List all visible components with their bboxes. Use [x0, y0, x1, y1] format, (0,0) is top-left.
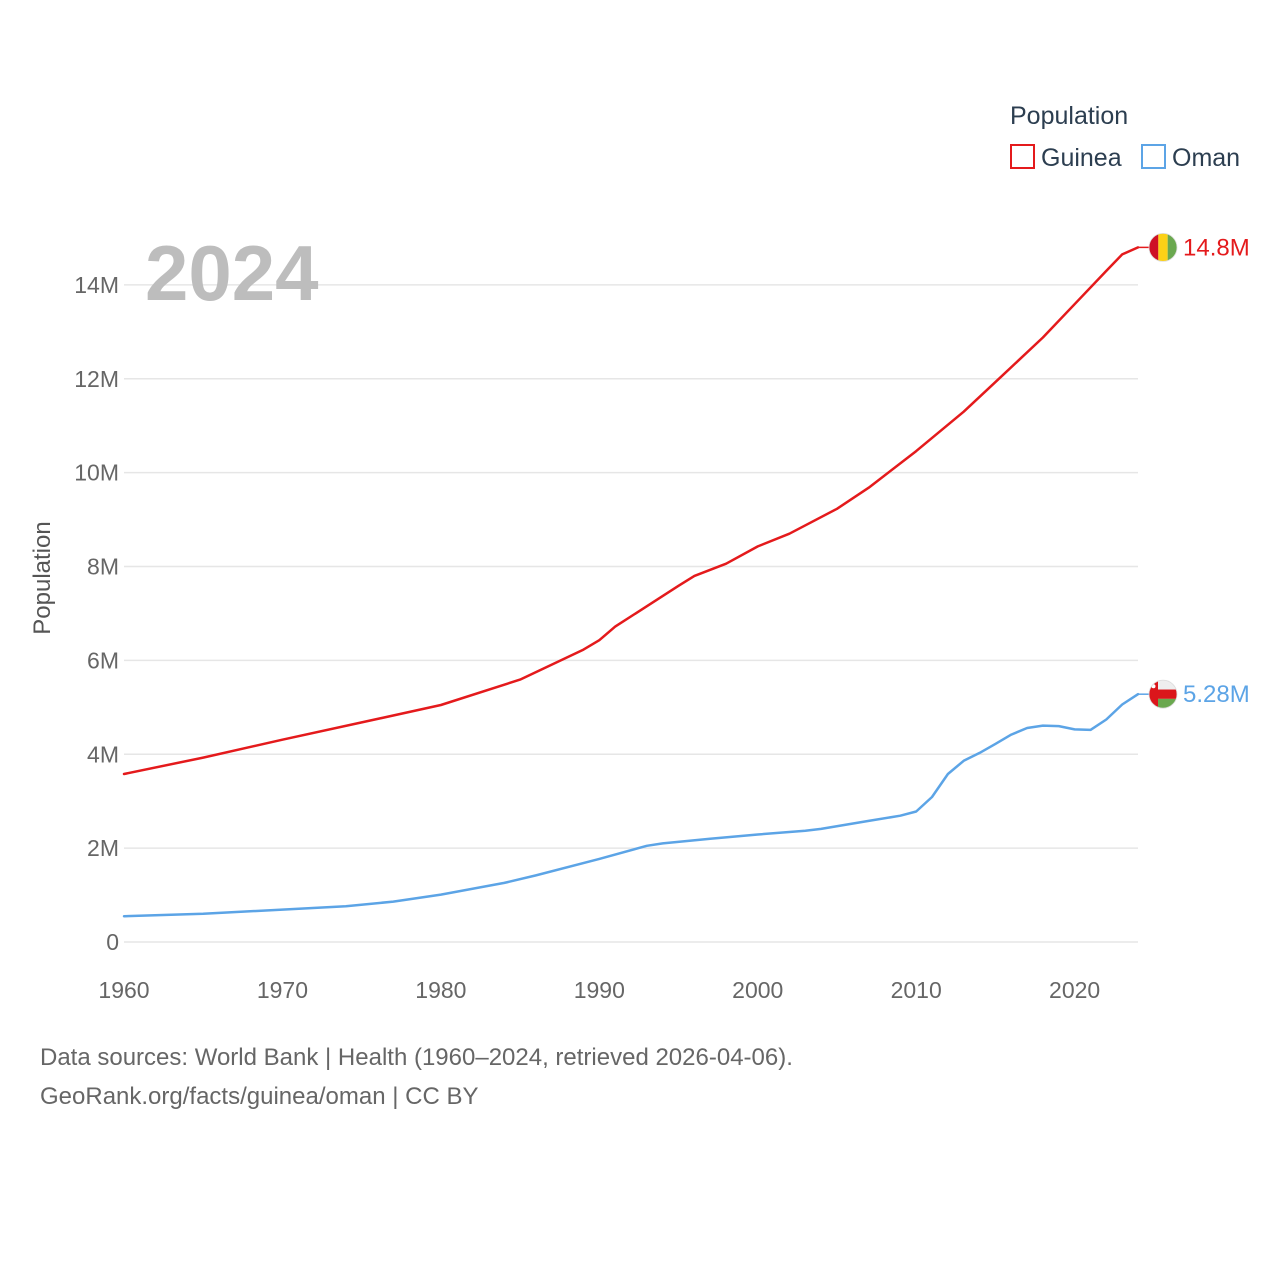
x-axis-ticks: 1960 1970 1980 1990 2000 2010 2020 [98, 977, 1100, 1003]
x-tick-label: 1990 [574, 977, 625, 1003]
legend-item-oman[interactable]: Oman [1141, 144, 1240, 172]
guinea-flag-icon [1148, 232, 1178, 262]
year-label: 2024 [145, 229, 319, 317]
gridlines [124, 284, 1138, 943]
series-end-markers: 14.8M 5.28M [1138, 232, 1250, 709]
y-axis-ticks: 0 2M 4M 6M 8M 10M 12M 14M [74, 272, 119, 955]
oman-flag-icon [1148, 679, 1178, 709]
legend-item-guinea[interactable]: Guinea [1010, 144, 1122, 172]
y-tick-label: 8M [87, 554, 119, 580]
x-tick-label: 1980 [415, 977, 466, 1003]
series-lines [122, 246, 1140, 918]
y-axis-title: Population [29, 521, 56, 634]
legend-label-oman: Oman [1172, 144, 1240, 172]
end-value-label-guinea: 14.8M [1183, 234, 1250, 261]
end-value-label-oman: 5.28M [1183, 681, 1250, 708]
y-tick-label: 12M [74, 366, 119, 392]
x-tick-label: 1960 [98, 977, 149, 1003]
attribution-link[interactable]: GeoRank.org/facts/guinea/oman | CC BY [40, 1083, 479, 1110]
legend-label-guinea: Guinea [1041, 144, 1122, 172]
y-tick-label: 4M [87, 741, 119, 767]
legend-swatch-oman [1141, 144, 1166, 169]
x-tick-label: 2000 [732, 977, 783, 1003]
legend: Population Guinea Oman [1010, 102, 1240, 172]
y-tick-label: 2M [87, 835, 119, 861]
x-tick-label: 2010 [891, 977, 942, 1003]
legend-swatch-guinea [1010, 144, 1035, 169]
data-source-note: Data sources: World Bank | Health (1960–… [40, 1044, 793, 1071]
y-tick-label: 0 [106, 929, 119, 955]
x-tick-label: 2020 [1049, 977, 1100, 1003]
series-line-guinea[interactable] [122, 246, 1140, 776]
y-tick-label: 14M [74, 272, 119, 298]
y-tick-label: 6M [87, 647, 119, 673]
legend-title: Population [1010, 102, 1128, 130]
series-line-oman[interactable] [122, 692, 1140, 918]
x-tick-label: 1970 [257, 977, 308, 1003]
y-tick-label: 10M [74, 460, 119, 486]
